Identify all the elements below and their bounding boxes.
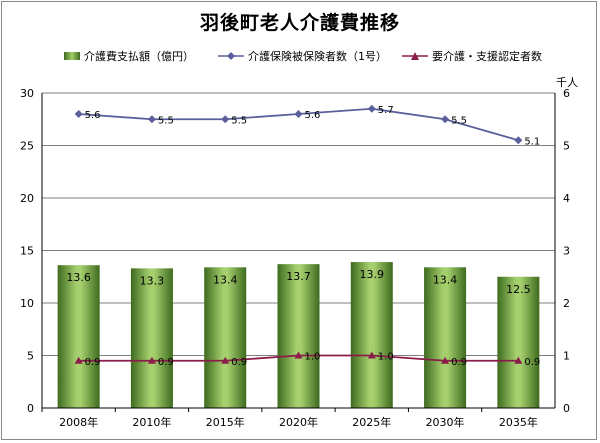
right-tick-label: 6 — [563, 87, 570, 100]
line1-data-label: 5.6 — [85, 110, 101, 121]
right-tick-label: 4 — [563, 192, 570, 205]
x-tick-label: 2015年 — [206, 415, 245, 429]
line1-marker — [147, 115, 156, 124]
line1-data-label: 5.5 — [231, 115, 247, 126]
left-tick-label: 5 — [27, 350, 34, 363]
chart-title: 羽後町老人介護費推移 — [199, 12, 400, 34]
legend-bar-swatch — [64, 52, 80, 60]
x-tick-label: 2008年 — [59, 415, 98, 429]
right-tick-label: 3 — [563, 245, 570, 258]
left-tick-label: 20 — [20, 192, 34, 205]
x-tick-label: 2035年 — [499, 415, 538, 429]
left-tick-label: 10 — [20, 297, 34, 310]
right-tick-label: 0 — [563, 402, 570, 415]
legend-item-line1: 介護保険被保険者数（1号） — [218, 48, 387, 64]
line1-marker — [514, 136, 523, 145]
line2-marker — [294, 351, 303, 359]
bar-data-label: 13.4 — [433, 273, 458, 286]
line2-marker — [441, 356, 450, 364]
bar-data-label: 13.4 — [213, 273, 238, 286]
line1-data-label: 5.5 — [451, 115, 467, 126]
right-axis-unit: 千人 — [556, 76, 578, 89]
bar — [424, 267, 467, 408]
bar — [350, 262, 393, 408]
bar — [57, 265, 100, 408]
line2-data-label: 0.9 — [524, 357, 540, 368]
line1-marker — [441, 115, 450, 124]
legend-line1-swatch — [218, 52, 244, 60]
left-tick-label: 15 — [20, 245, 34, 258]
line2-marker — [147, 356, 156, 364]
legend-line1-label: 介護保険被保険者数（1号） — [248, 50, 387, 63]
line2-data-label: 0.9 — [451, 357, 467, 368]
bar-data-label: 13.6 — [66, 271, 91, 284]
legend-bar-label: 介護費支払額（億円） — [84, 50, 194, 63]
line1-data-label: 5.7 — [378, 105, 394, 116]
bar — [204, 267, 247, 408]
bar — [277, 264, 320, 408]
bar — [497, 276, 540, 408]
legend-line2-swatch — [402, 52, 428, 60]
line1-data-label: 5.5 — [158, 115, 174, 126]
line1-marker — [221, 115, 230, 124]
line1-marker — [74, 110, 83, 118]
legend-item-line2: 要介護・支援認定者数 — [402, 48, 542, 64]
line2-marker — [221, 356, 230, 364]
line2-marker — [367, 351, 376, 359]
line2-data-label: 0.9 — [85, 357, 101, 368]
left-tick-label: 0 — [27, 402, 34, 415]
x-tick-label: 2010年 — [132, 415, 171, 429]
line1-marker — [294, 110, 303, 118]
line1-data-label: 5.1 — [524, 136, 540, 147]
line2-data-label: 0.9 — [158, 357, 174, 368]
bar — [130, 268, 173, 408]
bar-data-label: 13.7 — [286, 270, 311, 283]
right-tick-label: 1 — [563, 350, 570, 363]
line2-marker — [74, 356, 83, 364]
left-tick-label: 30 — [20, 87, 34, 100]
legend-line2-label: 要介護・支援認定者数 — [432, 50, 542, 63]
line2-data-label: 1.0 — [378, 352, 394, 363]
bar-data-label: 12.5 — [506, 283, 531, 296]
bar-data-label: 13.3 — [140, 274, 165, 287]
line1-marker — [367, 104, 376, 113]
left-tick-label: 25 — [20, 140, 34, 153]
line2-data-label: 0.9 — [231, 357, 247, 368]
line2-marker — [514, 356, 523, 364]
legend: 介護費支払額（億円） 介護保険被保険者数（1号） 要介護・支援認定者数 — [0, 48, 600, 64]
legend-item-bar: 介護費支払額（億円） — [64, 48, 194, 64]
bar-data-label: 13.9 — [360, 268, 385, 281]
x-tick-label: 2030年 — [426, 415, 465, 429]
x-tick-label: 2020年 — [279, 415, 318, 429]
right-tick-label: 2 — [563, 297, 570, 310]
right-tick-label: 5 — [563, 140, 570, 153]
line1-data-label: 5.6 — [305, 110, 321, 121]
x-tick-label: 2025年 — [352, 415, 391, 429]
line2-data-label: 1.0 — [305, 352, 321, 363]
